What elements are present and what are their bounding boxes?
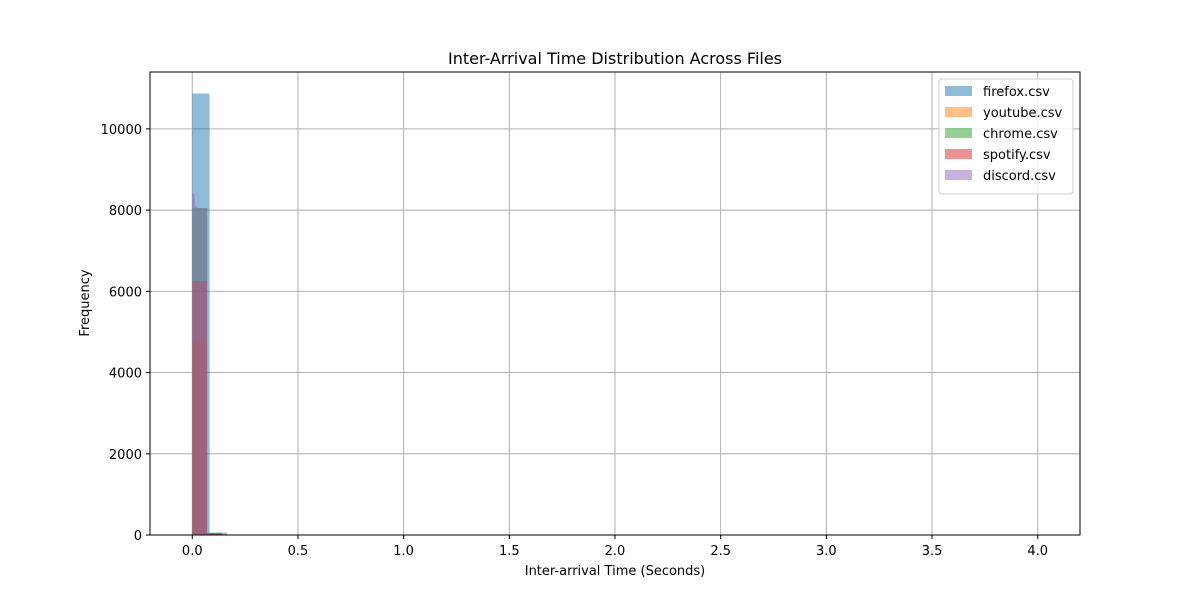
legend-label: spotify.csv bbox=[983, 148, 1051, 163]
legend-swatch bbox=[945, 149, 972, 159]
ticks-layer: 0.0 0.5 1.0 1.5 2.0 2.5 3.0 3.5 4.0 0 2000 4000 6000… bbox=[101, 123, 1048, 559]
x-tick-label: 1.5 bbox=[499, 544, 520, 559]
legend: firefox.csv youtube.csv chrome.csv spotify.… bbox=[939, 79, 1073, 194]
x-tick-label: 3.5 bbox=[922, 544, 943, 559]
legend-label: chrome.csv bbox=[983, 127, 1058, 142]
y-axis-label: Frequency bbox=[78, 269, 93, 336]
histogram-bar bbox=[195, 206, 198, 535]
chart-title: Inter-Arrival Time Distribution Across F… bbox=[448, 49, 782, 68]
x-tick-label: 2.5 bbox=[710, 544, 731, 559]
legend-swatch bbox=[945, 107, 972, 117]
y-tick-label: 8000 bbox=[109, 204, 142, 219]
x-tick-label: 4.0 bbox=[1027, 544, 1048, 559]
legend-swatch bbox=[945, 128, 972, 138]
x-tick-label: 2.0 bbox=[605, 544, 626, 559]
x-tick-label: 0.5 bbox=[288, 544, 309, 559]
x-tick-label: 1.0 bbox=[393, 544, 414, 559]
histogram-bar bbox=[192, 194, 195, 535]
y-tick-label: 10000 bbox=[101, 123, 142, 138]
x-tick-label: 0.0 bbox=[182, 544, 203, 559]
histogram-bar bbox=[197, 208, 207, 535]
y-tick-label: 0 bbox=[134, 529, 142, 544]
legend-label: discord.csv bbox=[983, 169, 1056, 184]
legend-label: youtube.csv bbox=[983, 106, 1063, 121]
series-discord-csv bbox=[192, 194, 213, 535]
x-axis-label: Inter-arrival Time (Seconds) bbox=[525, 564, 706, 579]
y-tick-label: 2000 bbox=[109, 448, 142, 463]
bars-layer bbox=[192, 94, 244, 535]
y-tick-label: 4000 bbox=[109, 367, 142, 382]
legend-swatch bbox=[945, 170, 972, 180]
legend-swatch bbox=[945, 86, 972, 96]
y-tick-label: 6000 bbox=[109, 285, 142, 300]
x-tick-label: 3.0 bbox=[816, 544, 837, 559]
legend-label: firefox.csv bbox=[983, 85, 1050, 100]
